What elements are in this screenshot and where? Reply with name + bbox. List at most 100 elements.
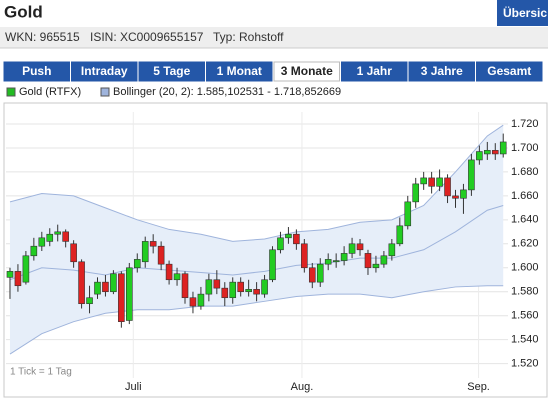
- x-tick-label: Aug.: [291, 381, 314, 393]
- candle-body: [221, 287, 229, 299]
- tab-label[interactable]: Gesamt: [487, 64, 531, 78]
- annotation: 1 Tick = 1 Tag: [10, 367, 72, 378]
- candle-body: [126, 267, 133, 321]
- candle-body: [86, 297, 93, 305]
- candle-body: [197, 293, 205, 307]
- band-upper: [9, 124, 504, 242]
- x-tick-label: Juli: [125, 381, 142, 393]
- candle-body: [460, 189, 467, 199]
- candle-body: [356, 243, 364, 251]
- candle-body: [484, 150, 491, 155]
- y-tick-label: 1.640: [511, 214, 539, 226]
- type: Typ: Rohstoff: [213, 30, 284, 44]
- legend-label: Gold (RTFX): [19, 86, 81, 98]
- candle-body: [420, 177, 427, 185]
- y-tick-label: 1.600: [511, 262, 539, 274]
- isin: ISIN: XC0009655157: [90, 30, 204, 44]
- candle-body: [94, 281, 101, 295]
- candle-body: [14, 271, 22, 287]
- candle-body: [285, 233, 292, 239]
- y-tick-label: 1.700: [511, 142, 539, 154]
- candle-body: [332, 260, 340, 263]
- x-tick-label: Sep.: [467, 381, 490, 393]
- candle-body: [277, 237, 284, 251]
- candle-body: [452, 195, 459, 199]
- candle-body: [173, 273, 181, 281]
- candle-body: [269, 249, 276, 281]
- tab[interactable]: [476, 61, 543, 82]
- title: Gold: [4, 2, 43, 21]
- candle-body: [165, 263, 173, 281]
- candle-body: [30, 245, 38, 257]
- candle-body: [404, 201, 412, 227]
- tab[interactable]: [341, 61, 408, 82]
- y-tick-label: 1.720: [511, 118, 539, 130]
- candle-body: [380, 255, 388, 265]
- y-tick-label: 1.540: [511, 334, 539, 346]
- y-tick-label: 1.680: [511, 166, 539, 178]
- band-middle: [9, 204, 504, 281]
- tab[interactable]: [138, 61, 205, 82]
- candle-body: [46, 233, 54, 242]
- candle-body: [348, 243, 356, 254]
- tab-label[interactable]: 3 Monate: [281, 64, 333, 78]
- candle-body: [412, 183, 420, 203]
- tab-label[interactable]: 1 Monat: [217, 64, 262, 78]
- candle-body: [70, 243, 77, 263]
- candle-body: [245, 289, 252, 293]
- candle-body: [293, 233, 300, 245]
- candle-body: [364, 253, 372, 269]
- y-tick-label: 1.560: [511, 310, 539, 322]
- tab[interactable]: [71, 61, 138, 82]
- candle-body: [157, 245, 165, 265]
- y-tick-label: 1.520: [511, 358, 539, 370]
- candle-body: [205, 279, 213, 295]
- candle-body: [372, 263, 380, 269]
- info-bar: [0, 27, 548, 48]
- candle-body: [62, 231, 69, 242]
- tab[interactable]: [206, 61, 273, 82]
- candle-body: [22, 255, 30, 283]
- candle-body: [54, 231, 62, 235]
- candle-body: [301, 243, 308, 269]
- candle-body: [149, 241, 157, 247]
- candle-body: [133, 259, 141, 269]
- candle-body: [141, 241, 149, 263]
- candle-body: [316, 263, 324, 283]
- band-lower: [9, 285, 504, 355]
- tab-bar: Push Intraday 5 Tage 1 Monat 3 Monate 1 Jahr 3…: [3, 61, 543, 82]
- wkn: WKN: 965515: [5, 30, 80, 44]
- candle-body: [388, 243, 396, 257]
- legend: Gold (RTFX) Bollinger (20, 2): 1.585,1025…: [6, 86, 341, 98]
- candle-body: [308, 267, 316, 283]
- candle-body: [261, 279, 268, 295]
- candle-body: [118, 273, 125, 322]
- overview-button[interactable]: [497, 0, 548, 26]
- overview-button-label[interactable]: Übersic: [503, 5, 547, 20]
- candle-body: [6, 271, 14, 278]
- y-tick-label: 1.660: [511, 190, 539, 202]
- legend-swatch: [6, 87, 16, 97]
- candle-body: [468, 159, 475, 191]
- tab[interactable]: [3, 61, 70, 82]
- candle-body: [476, 151, 483, 161]
- tab-label[interactable]: Intraday: [81, 64, 128, 78]
- tab-label[interactable]: Push: [22, 64, 51, 78]
- tab-label[interactable]: 3 Jahre: [421, 64, 463, 78]
- tab-label[interactable]: 1 Jahr: [357, 64, 393, 78]
- tab[interactable]: [273, 61, 340, 82]
- legend-label: Bollinger (20, 2): 1.585,102531 - 1.718,…: [113, 86, 341, 98]
- candle-body: [38, 237, 46, 247]
- legend-swatch: [100, 87, 110, 97]
- candle-body: [428, 177, 435, 187]
- candle-body: [110, 273, 117, 293]
- candle-body: [78, 261, 85, 305]
- candle-body: [436, 177, 443, 187]
- tab-label[interactable]: 5 Tage: [153, 64, 190, 78]
- plot: 1.520 1.540 1.560 1.580 1.600 1.620 1.640 1.660…: [6, 112, 539, 393]
- y-tick-label: 1.580: [511, 286, 539, 298]
- candle-body: [324, 259, 332, 265]
- tab[interactable]: [408, 61, 475, 82]
